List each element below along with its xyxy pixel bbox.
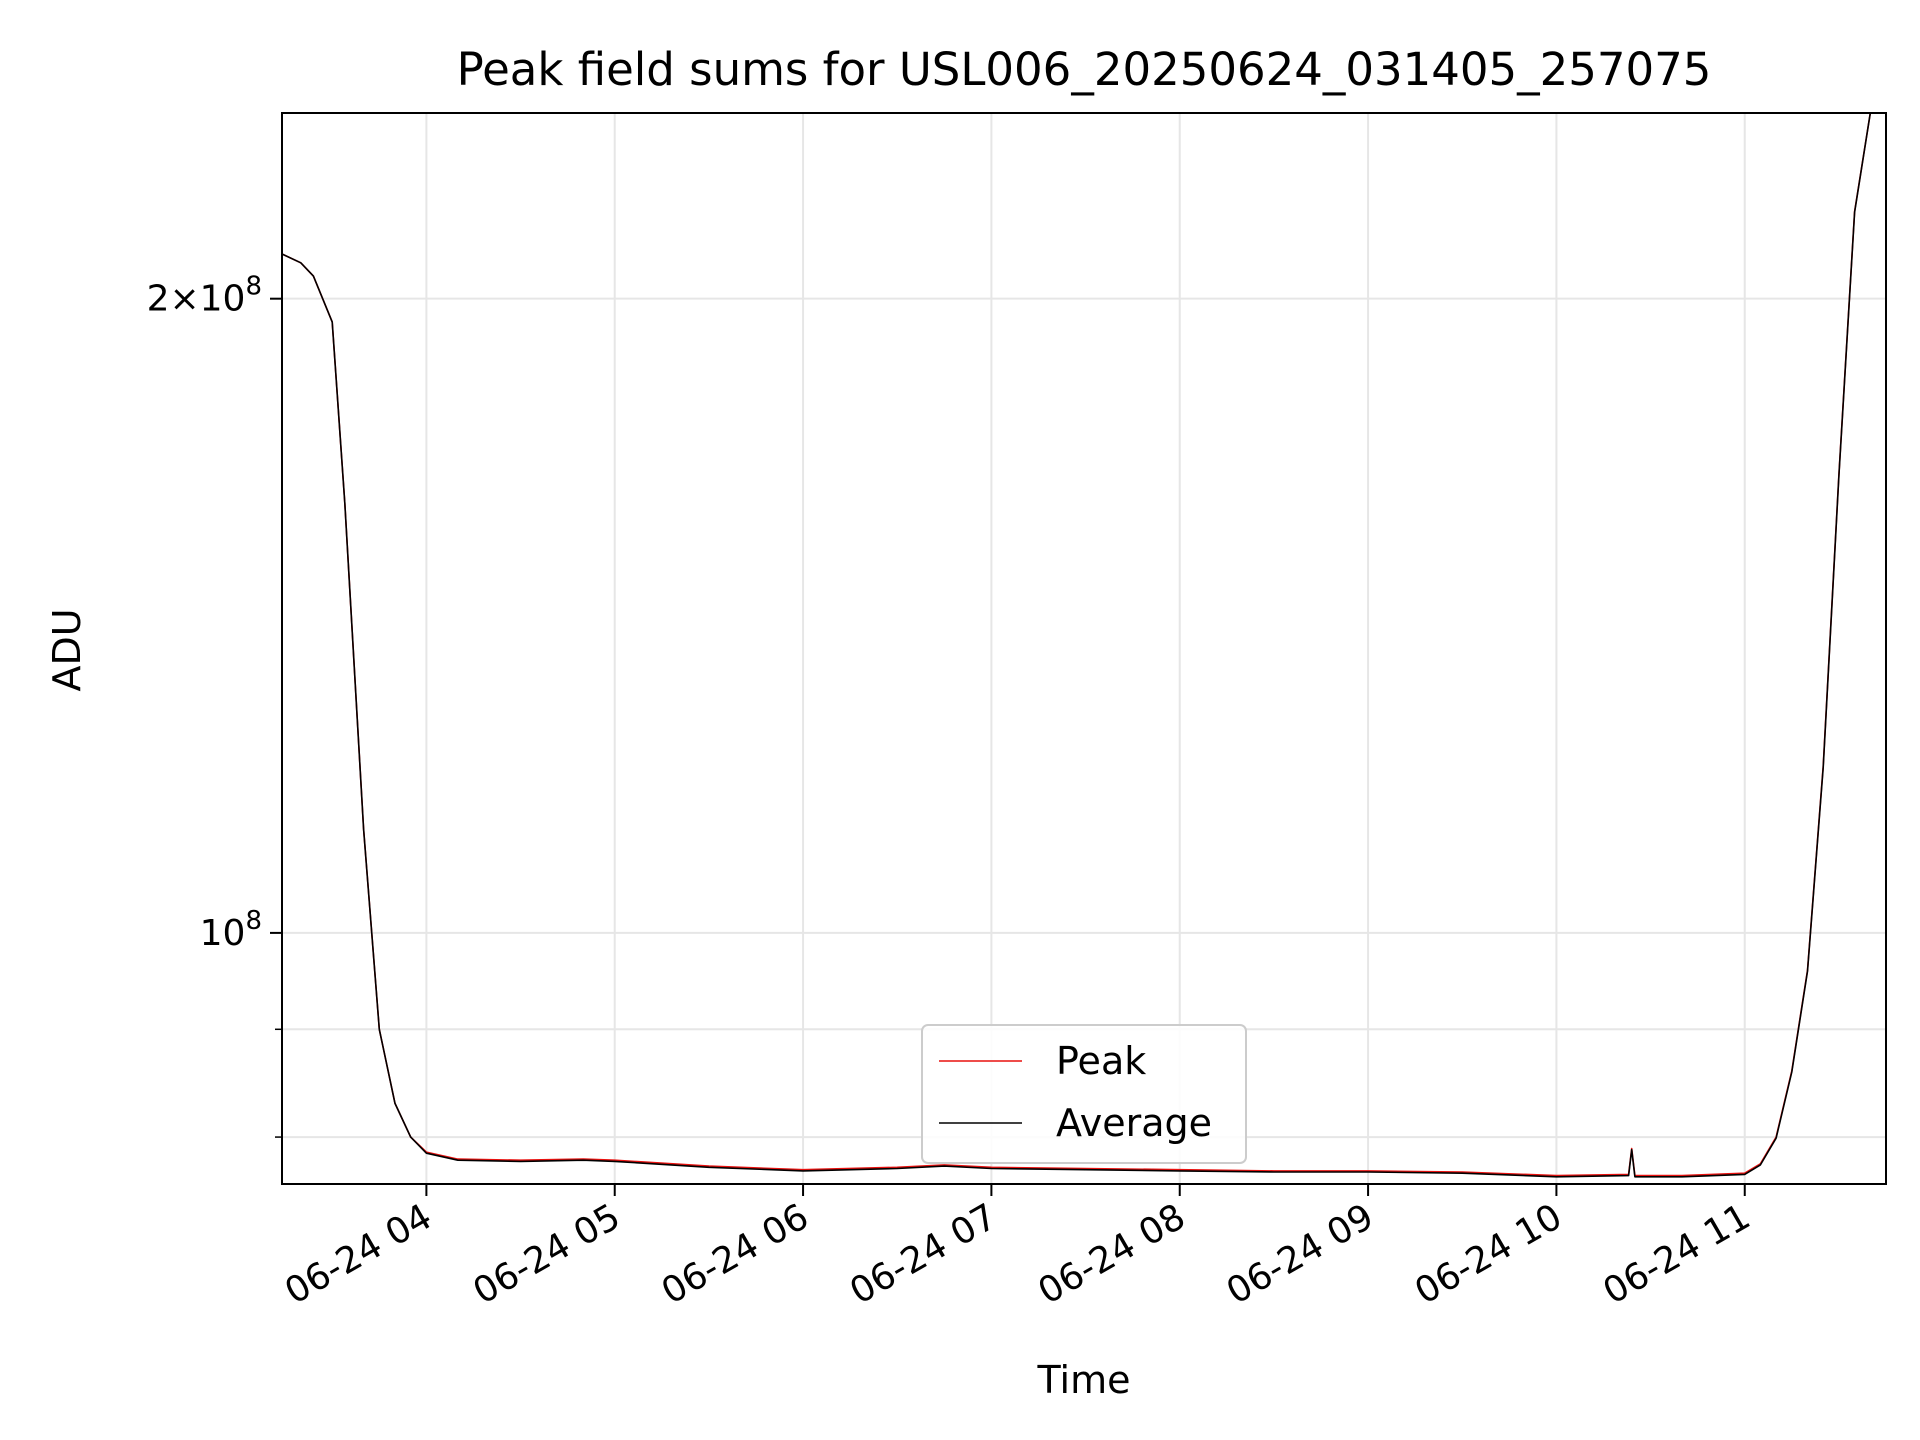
y-tick-label: 2×108 — [147, 272, 262, 320]
legend-box — [921, 1024, 1247, 1164]
series-line-average — [282, 113, 1872, 1178]
series-lines — [282, 113, 1872, 1178]
legend-label-average: Average — [1056, 1101, 1212, 1145]
x-axis-label: Time — [1037, 1358, 1131, 1402]
chart-title: Peak field sums for USL006_20250624_0314… — [457, 43, 1712, 96]
y-axis-label: ADU — [45, 608, 89, 691]
legend: Peak Average — [921, 1024, 1247, 1164]
plot-frame — [281, 112, 1887, 1185]
legend-label-peak: Peak — [1056, 1039, 1146, 1083]
